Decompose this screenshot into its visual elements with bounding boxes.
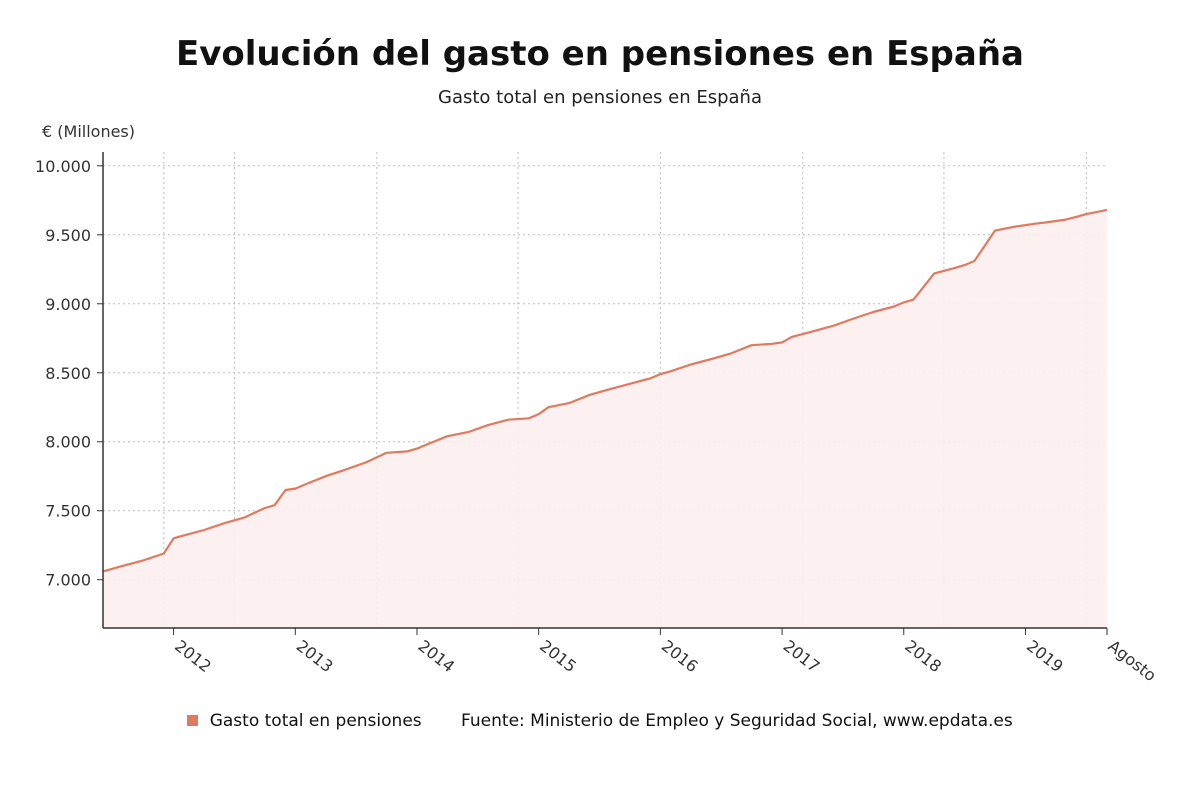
area-layer xyxy=(102,208,1108,628)
x-tick-label: 2017 xyxy=(780,636,824,676)
y-tick-label: 10.000 xyxy=(35,157,91,176)
x-tick-label: 2019 xyxy=(1023,636,1067,676)
chart-title: Evolución del gasto en pensiones en Espa… xyxy=(176,34,1024,74)
legend-series-label: Gasto total en pensiones xyxy=(209,711,422,731)
y-tick-label: 8.500 xyxy=(45,364,91,383)
y-tick-label: 9.500 xyxy=(45,226,91,245)
x-tick-label: 2018 xyxy=(901,636,945,676)
y-tick-label: 7.000 xyxy=(45,571,91,590)
y-axis-unit-label: € (Millones) xyxy=(42,122,135,141)
y-tick-label: 7.500 xyxy=(45,502,91,521)
y-tick-label: 8.000 xyxy=(45,433,91,452)
axis-layer xyxy=(97,152,1108,635)
source-text: Fuente: Ministerio de Empleo y Seguridad… xyxy=(461,711,1013,731)
series-area-fill xyxy=(103,209,1107,628)
x-tick-label: 2012 xyxy=(171,636,215,676)
x-tick-label: 2013 xyxy=(293,636,337,676)
y-tick-label: 9.000 xyxy=(45,295,91,314)
chart-subtitle: Gasto total en pensiones en España xyxy=(438,87,762,108)
legend-swatch xyxy=(187,715,199,726)
x-tick-label: 2016 xyxy=(658,636,702,676)
x-tick-label: Agosto xyxy=(1105,636,1160,685)
legend: Gasto total en pensiones Fuente: Ministe… xyxy=(0,711,1200,731)
x-tick-label: 2014 xyxy=(415,636,459,676)
series-line xyxy=(102,208,1108,573)
x-tick-label: 2015 xyxy=(536,636,580,676)
